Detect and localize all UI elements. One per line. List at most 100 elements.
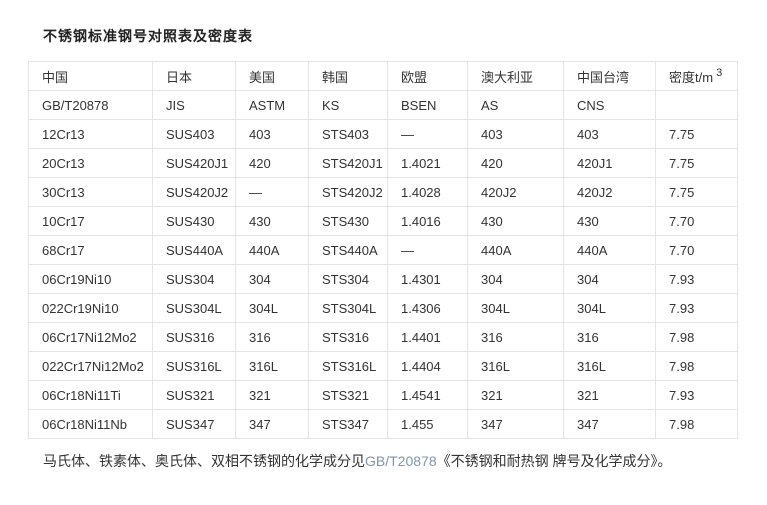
cell: STS304L: [308, 293, 388, 323]
grade-link[interactable]: 12Cr13: [28, 119, 153, 149]
grade-cell: 06Cr18Ni11Nb: [28, 409, 153, 439]
grade-link[interactable]: 022Cr19Ni10: [28, 293, 153, 323]
cell: SUS304: [152, 264, 236, 294]
density-superscript: 3: [716, 67, 723, 80]
cell: 316: [467, 322, 564, 352]
grade-cell: 30Cr13: [28, 177, 153, 207]
table-row: 30Cr13 SUS420J2— STS420J2 1.4028 420J2 420J2 7…: [28, 177, 738, 207]
cell: SUS420J1: [152, 148, 236, 178]
cell: 403: [467, 119, 564, 149]
cell: STS440A: [308, 235, 388, 265]
comparison-table: 中国 日本 美国 韩国 欧盟 澳大利亚 中国台湾 密度t/m 3 GB/T20878 JIS AST…: [28, 61, 738, 439]
cell: 1.455: [387, 409, 468, 439]
cell: STS430: [308, 206, 388, 236]
cell: 440A: [563, 235, 656, 265]
cell: 304: [467, 264, 564, 294]
cell: SUS304L: [152, 293, 236, 323]
cell: 420J2: [563, 177, 656, 207]
cell: 321: [467, 380, 564, 410]
standard-cell: JIS: [152, 90, 236, 120]
footer-link[interactable]: GB/T20878: [365, 453, 437, 469]
cell: 1.4401: [387, 322, 468, 352]
cell: STS316L: [308, 351, 388, 381]
cell: 430: [467, 206, 564, 236]
cell: 430: [235, 206, 309, 236]
cell: 304L: [467, 293, 564, 323]
cell: 316: [235, 322, 309, 352]
cell: —: [387, 235, 468, 265]
cell: 316L: [235, 351, 309, 381]
standard-cell: [655, 90, 738, 120]
grade-link[interactable]: 06Cr19Ni10: [28, 264, 153, 294]
cell: 1.4541: [387, 380, 468, 410]
cell: 7.75: [655, 177, 738, 207]
cell: 1.4028: [387, 177, 468, 207]
standard-cell: AS: [467, 90, 564, 120]
table-row: 20Cr13 SUS420J1 420 STS420J1 1.4021 420 420J1 7…: [28, 148, 738, 178]
header-row: 中国 日本 美国 韩国 欧盟 澳大利亚 中国台湾 密度t/m 3: [28, 61, 738, 91]
cell: 7.75: [655, 119, 738, 149]
cell: 316L: [563, 351, 656, 381]
cell: SUS430: [152, 206, 236, 236]
grade-link[interactable]: 10Cr17: [28, 206, 153, 236]
table-row: 06Cr19Ni10 SUS304 304 STS304 1.4301 304 304 7.9…: [28, 264, 738, 294]
cell: 420J2: [467, 177, 564, 207]
standard-cell: BSEN: [387, 90, 468, 120]
cell: 1.4016: [387, 206, 468, 236]
standard-cell: ASTM: [235, 90, 309, 120]
cell: 430: [563, 206, 656, 236]
column-header: 日本: [152, 61, 236, 91]
cell: 440A: [235, 235, 309, 265]
cell: —: [235, 177, 309, 207]
grade-link[interactable]: 06Cr18Ni11Ti: [28, 380, 153, 410]
column-header: 澳大利亚: [467, 61, 564, 91]
cell: 304L: [235, 293, 309, 323]
column-header: 韩国: [308, 61, 388, 91]
footer-note: 马氏体、铁素体、奥氏体、双相不锈钢的化学成分见GB/T20878《不锈钢和耐热钢…: [43, 452, 747, 472]
grade-link[interactable]: 68Cr17: [28, 235, 153, 265]
cell: 420: [467, 148, 564, 178]
cell: 1.4306: [387, 293, 468, 323]
table-row: 06Cr18Ni11Ti SUS321 321 STS321 1.4541 321 321 7…: [28, 380, 738, 410]
table-row: 06Cr18Ni11Nb SUS347 347 STS347 1.455 347 347 7.…: [28, 409, 738, 439]
cell: 1.4404: [387, 351, 468, 381]
cell: 347: [467, 409, 564, 439]
cell: 403: [235, 119, 309, 149]
cell: 7.70: [655, 235, 738, 265]
footer-text-prefix: 马氏体、铁素体、奥氏体、双相不锈钢的化学成分见: [43, 453, 365, 469]
cell: SUS321: [152, 380, 236, 410]
grade-link[interactable]: 022Cr17Ni12Mo2: [28, 351, 153, 381]
cell: SUS316L: [152, 351, 236, 381]
cell: 7.93: [655, 293, 738, 323]
cell: 7.75: [655, 148, 738, 178]
cell: STS347: [308, 409, 388, 439]
grade-link[interactable]: 06Cr17Ni12Mo2: [28, 322, 153, 352]
cell: 403: [563, 119, 656, 149]
standards-row: GB/T20878 JIS ASTM KS BSEN AS CNS: [28, 90, 738, 120]
cell: 420: [235, 148, 309, 178]
cell: 304: [235, 264, 309, 294]
cell: 7.93: [655, 380, 738, 410]
table-row: 06Cr17Ni12Mo2 SUS316 316 STS316 1.4401 316 316…: [28, 322, 738, 352]
cell: 347: [563, 409, 656, 439]
cell: 7.98: [655, 409, 738, 439]
standard-cell: GB/T20878: [28, 90, 153, 120]
table-row: 10Cr17 SUS430 430 STS430 1.4016 430 430 7.70: [28, 206, 738, 236]
cell: STS420J2: [308, 177, 388, 207]
cell: 420J1: [563, 148, 656, 178]
cell: 7.98: [655, 351, 738, 381]
table-row: 68Cr17 SUS440A 440A STS440A —440A 440A 7.70: [28, 235, 738, 265]
column-header: 美国: [235, 61, 309, 91]
cell: 321: [563, 380, 656, 410]
cell: 316: [563, 322, 656, 352]
cell: STS420J1: [308, 148, 388, 178]
cell: 304: [563, 264, 656, 294]
cell: STS403: [308, 119, 388, 149]
column-header: 中国: [28, 61, 153, 91]
cell: SUS316: [152, 322, 236, 352]
cell: 440A: [467, 235, 564, 265]
column-header: 欧盟: [387, 61, 468, 91]
cell: 7.70: [655, 206, 738, 236]
cell: 304L: [563, 293, 656, 323]
cell: 1.4021: [387, 148, 468, 178]
